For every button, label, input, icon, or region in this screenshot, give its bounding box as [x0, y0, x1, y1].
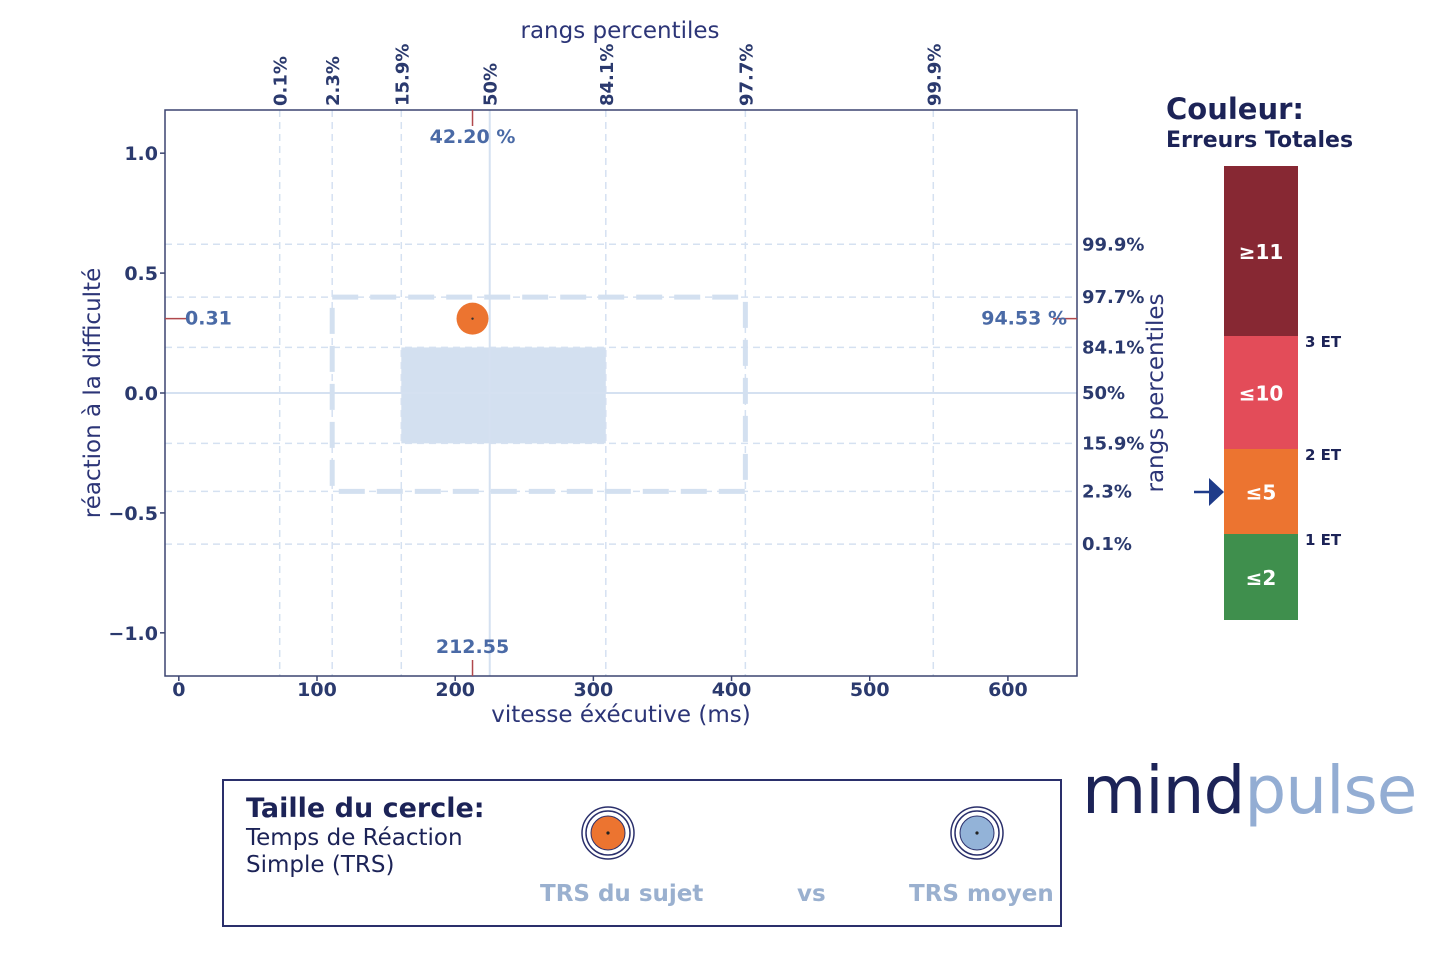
colorbar-threshold-label: 1 ET: [1305, 531, 1342, 549]
y-tick-label: −1.0: [108, 623, 158, 645]
band-2sd: [329, 294, 748, 494]
x-axis-label: vitesse éxécutive (ms): [491, 702, 750, 728]
right-percentile-label: 97.7%: [1082, 287, 1144, 308]
right-percentile-label: 15.9%: [1082, 433, 1144, 454]
colorbar-arrow-icon: [1209, 478, 1224, 506]
colorbar-segment: [1224, 166, 1298, 336]
top-percentile-label: 50%: [481, 63, 502, 106]
top-percentile-label: 0.1%: [271, 56, 292, 106]
top-axis-label: rangs percentiles: [520, 18, 719, 44]
x-tick-label: 500: [850, 679, 890, 701]
top-percentile-label: 2.3%: [323, 56, 344, 106]
x-tick-label: 300: [574, 679, 614, 701]
y-tick-label: −0.5: [108, 503, 158, 525]
band-1sd: [401, 347, 606, 444]
colorbar-subtitle: Erreurs Totales: [1166, 128, 1353, 153]
top-percentile-label: 97.7%: [736, 44, 757, 106]
right-percentile-label: 50%: [1082, 383, 1125, 404]
y-axis-label: réaction à la difficulté: [80, 268, 106, 518]
right-axis-label: rangs percentiles: [1143, 293, 1169, 492]
colorbar-segment-label: ≤5: [1246, 481, 1277, 505]
x-tick-label: 400: [712, 679, 752, 701]
top-percentile-label: 84.1%: [597, 44, 618, 106]
logo-pulse: pulse: [1244, 752, 1417, 829]
colorbar-segment: [1224, 534, 1298, 620]
colorbar-threshold-label: 2 ET: [1305, 446, 1342, 464]
right-percentile-label: 99.9%: [1082, 234, 1144, 255]
subject-rts-label: TRS du sujet: [540, 881, 704, 907]
mean-circle-icon: [950, 806, 1004, 860]
mindpulse-logo: mindpulse: [1082, 752, 1417, 829]
subject-circle-icon: [581, 806, 635, 860]
x-tick-label: 0: [172, 679, 185, 701]
colorbar-threshold-label: 3 ET: [1305, 333, 1342, 351]
colorbar-segment-label: ≤2: [1246, 566, 1277, 590]
legend-subtitle: Temps de Réaction Simple (TRS): [246, 825, 463, 878]
right-percentile-label: 84.1%: [1082, 337, 1144, 358]
colorbar-segment-label: ≤10: [1239, 382, 1284, 406]
x-percentile-annotation: 42.20 %: [430, 126, 516, 148]
legend-title: Taille du cercle:: [246, 793, 485, 824]
x-tick-label: 600: [988, 679, 1028, 701]
y-value-annotation: 0.31: [185, 308, 232, 330]
x-value-annotation: 212.55: [436, 636, 509, 658]
y-tick-label: 0.0: [124, 383, 158, 405]
x-tick-label: 100: [297, 679, 337, 701]
colorbar-segment: [1224, 449, 1298, 534]
mean-rts-label: TRS moyen: [909, 881, 1054, 907]
subject-point-center: [471, 317, 474, 320]
top-percentile-label: 99.9%: [924, 44, 945, 106]
colorbar-segment-label: ≥11: [1239, 240, 1284, 264]
y-percentile-annotation: 94.53 %: [981, 308, 1067, 330]
colorbar-segment: [1224, 336, 1298, 449]
circle-size-legend: Taille du cercle: Temps de Réaction Simp…: [222, 779, 1062, 927]
y-tick-label: 0.5: [124, 263, 158, 285]
right-percentile-label: 2.3%: [1082, 481, 1132, 502]
logo-mind: mind: [1082, 752, 1245, 829]
x-tick-label: 200: [435, 679, 475, 701]
colorbar-title: Couleur:: [1166, 92, 1304, 126]
top-percentile-label: 15.9%: [392, 44, 413, 106]
y-tick-label: 1.0: [124, 143, 158, 165]
vs-label: vs: [797, 881, 826, 907]
right-percentile-label: 0.1%: [1082, 534, 1132, 555]
